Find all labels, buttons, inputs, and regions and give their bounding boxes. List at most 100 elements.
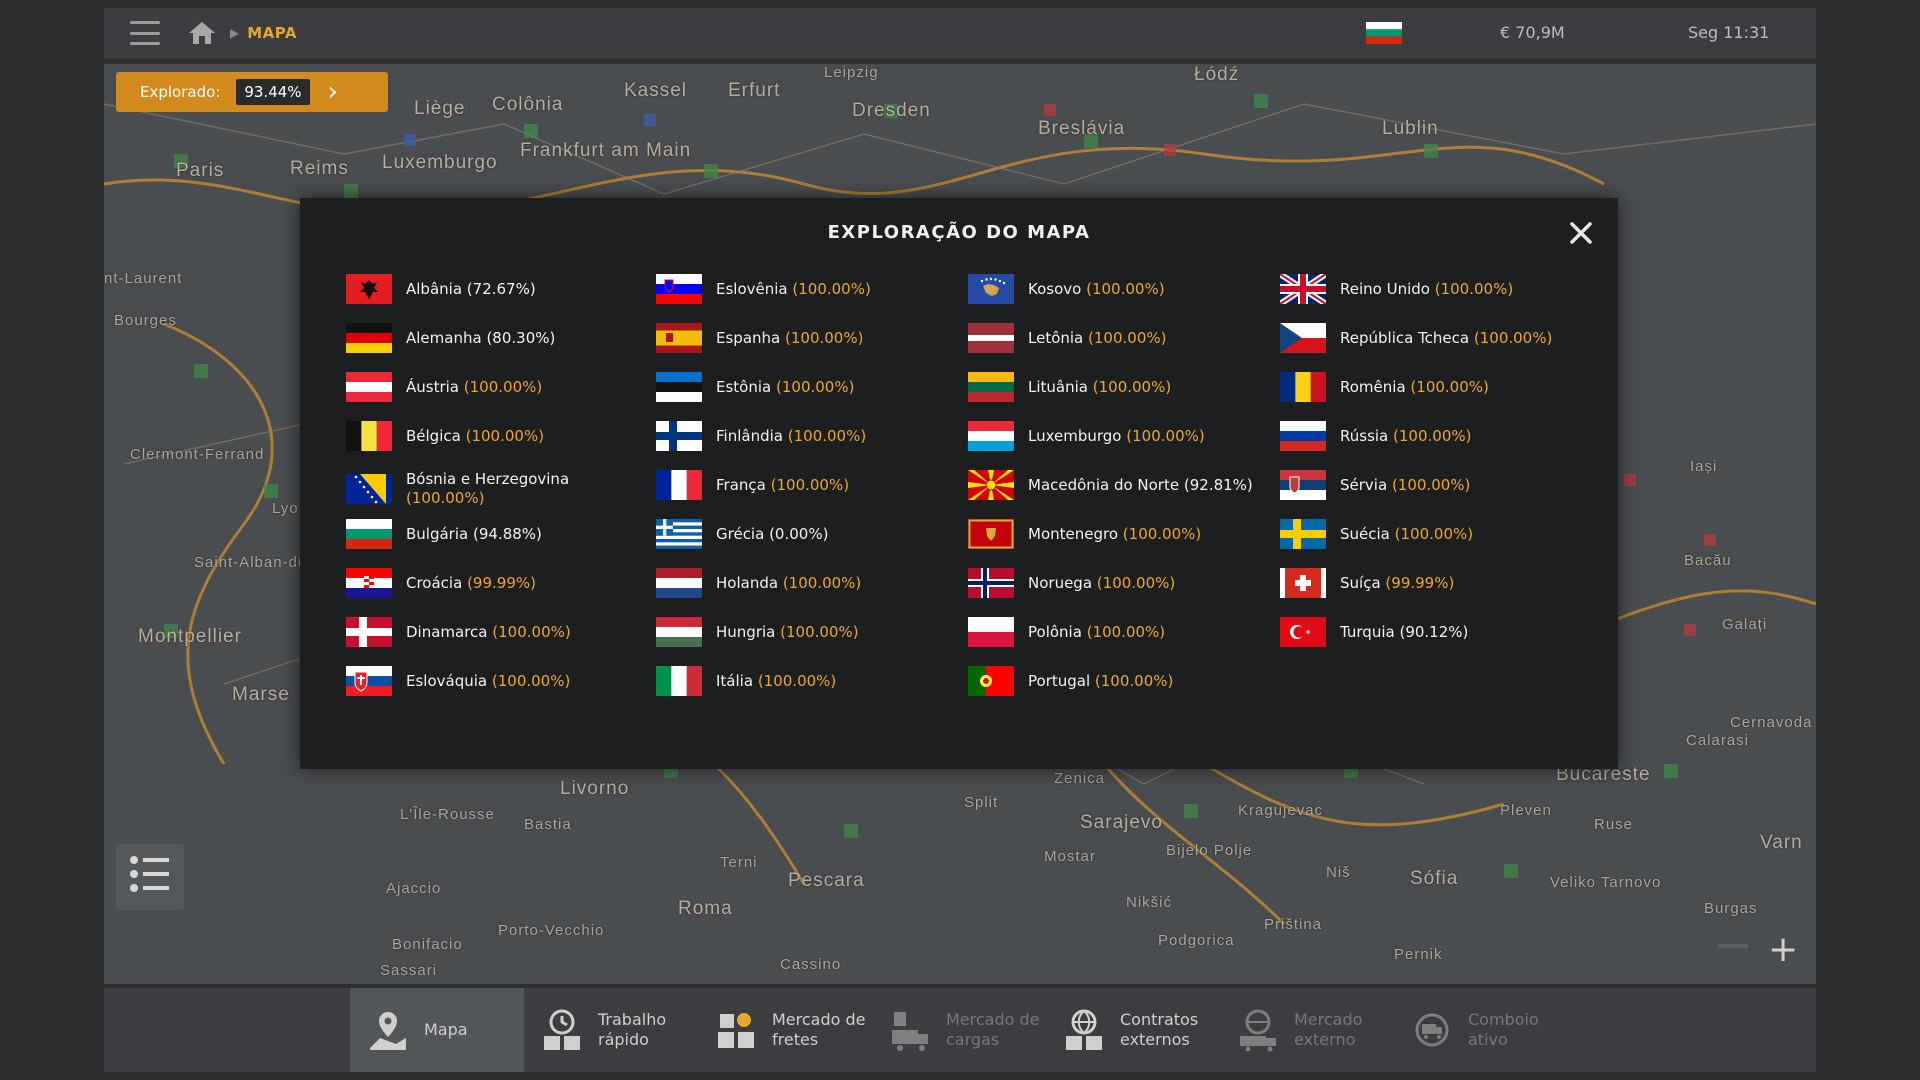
country-info: Estônia (100.00%) [716, 378, 854, 397]
country-row: Hungria (100.00%) [656, 617, 956, 647]
country-name: Alemanha [406, 328, 482, 347]
tab-trabalho-rapido[interactable]: Trabalho rápido [524, 988, 698, 1072]
city-label: Colônia [492, 94, 564, 115]
tab-label: Mercado de cargas [946, 1010, 1040, 1049]
country-exploration-percent: (100.00%) [780, 622, 859, 641]
tab-contratos-externos[interactable]: Contratos externos [1046, 988, 1220, 1072]
country-info: Noruega (100.00%) [1028, 574, 1175, 593]
tab-mapa[interactable]: Mapa [350, 988, 524, 1072]
sweden-flag-icon [1280, 519, 1326, 549]
country-row: Grécia (0.00%) [656, 519, 956, 549]
russia-flag-icon [1280, 421, 1326, 451]
country-row: Kosovo (100.00%) [968, 274, 1268, 304]
city-label: Liège [414, 98, 466, 119]
tab-mercado-de-fretes[interactable]: Mercado de fretes [698, 988, 872, 1072]
romania-flag-icon [1280, 372, 1326, 402]
country-info: Áustria (100.00%) [406, 378, 542, 397]
city-label: Pescara [788, 870, 865, 891]
country-row: Rússia (100.00%) [1280, 421, 1580, 451]
hungary-flag-icon [656, 617, 702, 647]
map-pin-icon [370, 1012, 406, 1050]
norway-flag-icon [968, 568, 1014, 598]
tab-comboio-ativo[interactable]: Comboio ativo [1394, 988, 1568, 1072]
country-exploration-percent: (100.00%) [757, 671, 837, 690]
country-name: Holanda [716, 573, 779, 592]
country-exploration-percent: (90.12%) [1399, 622, 1469, 641]
city-label: Split [964, 794, 999, 811]
zoom-out-button[interactable] [1718, 944, 1748, 948]
country-name: Eslováquia [406, 671, 488, 690]
city-label: Ajaccio [386, 880, 442, 897]
country-row: Portugal (100.00%) [968, 666, 1268, 696]
country-name: Lituânia [1028, 377, 1088, 396]
country-info: Hungria (100.00%) [716, 623, 859, 642]
country-row: Eslovênia (100.00%) [656, 274, 956, 304]
country-exploration-percent: (100.00%) [406, 489, 485, 507]
country-info: Albânia (72.67%) [406, 280, 536, 299]
country-row: Bélgica (100.00%) [346, 421, 646, 451]
breadcrumb: MAPA [247, 24, 297, 42]
country-name: Suíça [1340, 573, 1381, 592]
country-info: Rússia (100.00%) [1340, 427, 1471, 446]
country-name: Sérvia [1340, 475, 1388, 494]
country-exploration-percent: (100.00%) [465, 426, 545, 445]
country-name: Grécia [716, 524, 765, 543]
chevron-right-icon[interactable]: › [327, 77, 338, 107]
country-row: Bósnia e Herzegovina (100.00%) [346, 470, 646, 508]
country-info: Macedônia do Norte (92.81%) [1028, 476, 1253, 495]
country-exploration-percent: (100.00%) [1088, 328, 1167, 347]
city-label: Kragujevac [1238, 802, 1324, 819]
country-row: Áustria (100.00%) [346, 372, 646, 402]
city-label: Porto-Vecchio [498, 922, 605, 939]
city-label: Burgas [1704, 900, 1758, 917]
country-name: Romênia [1340, 377, 1406, 396]
spain-flag-icon [656, 323, 702, 353]
greece-flag-icon [656, 519, 702, 549]
country-exploration-percent: (99.99%) [1385, 573, 1455, 592]
tab-mercado-externo[interactable]: Mercado externo [1220, 988, 1394, 1072]
tab-label: Contratos externos [1120, 1010, 1199, 1049]
latvia-flag-icon [968, 323, 1014, 353]
switzerland-flag-icon [1280, 568, 1326, 598]
city-label: Iași [1690, 458, 1718, 475]
north-macedonia-flag-icon [968, 470, 1014, 500]
czechia-flag-icon [1280, 323, 1326, 353]
country-info: Bélgica (100.00%) [406, 427, 544, 446]
zoom-in-button[interactable]: + [1768, 929, 1799, 970]
albania-flag-icon [346, 274, 392, 304]
croatia-flag-icon [346, 568, 392, 598]
austria-flag-icon [346, 372, 392, 402]
tab-mercado-de-cargas[interactable]: Mercado de cargas [872, 988, 1046, 1072]
country-info: Letônia (100.00%) [1028, 329, 1166, 348]
city-label: Clermont-Ferrand [130, 446, 265, 463]
montenegro-flag-icon [968, 519, 1014, 549]
close-icon[interactable] [1568, 220, 1594, 246]
city-label: Reims [290, 158, 349, 179]
country-info: Holanda (100.00%) [716, 574, 861, 593]
country-info: Dinamarca (100.00%) [406, 623, 571, 642]
france-flag-icon [656, 470, 702, 500]
country-name: Luxemburgo [1028, 426, 1122, 445]
home-icon[interactable] [188, 20, 216, 46]
globe-boxes-icon [1066, 1009, 1102, 1050]
tab-label: Mercado de fretes [772, 1010, 866, 1049]
country-info: Polônia (100.00%) [1028, 623, 1165, 642]
map-legend-button[interactable] [116, 844, 184, 910]
country-info: Montenegro (100.00%) [1028, 525, 1201, 544]
country-exploration-percent: (100.00%) [1086, 279, 1165, 298]
country-info: Turquia (90.12%) [1340, 623, 1468, 642]
country-info: Finlândia (100.00%) [716, 427, 866, 446]
city-label: Lyo [272, 500, 299, 517]
country-exploration-percent: (100.00%) [1126, 426, 1205, 445]
country-row: Eslováquia (100.00%) [346, 666, 646, 696]
city-label: Leipzig [824, 64, 879, 81]
city-label: Calarasi [1686, 732, 1750, 749]
country-name: Bósnia e Herzegovina [406, 470, 570, 488]
kosovo-flag-icon [968, 274, 1014, 304]
explored-badge[interactable]: Explorado: 93.44% › [116, 72, 388, 112]
breadcrumb-chevron-icon: ▶ [230, 26, 240, 40]
poland-flag-icon [968, 617, 1014, 647]
city-label: Ruse [1594, 816, 1634, 833]
hamburger-menu-icon[interactable] [130, 21, 160, 45]
country-name: Bélgica [406, 426, 461, 445]
